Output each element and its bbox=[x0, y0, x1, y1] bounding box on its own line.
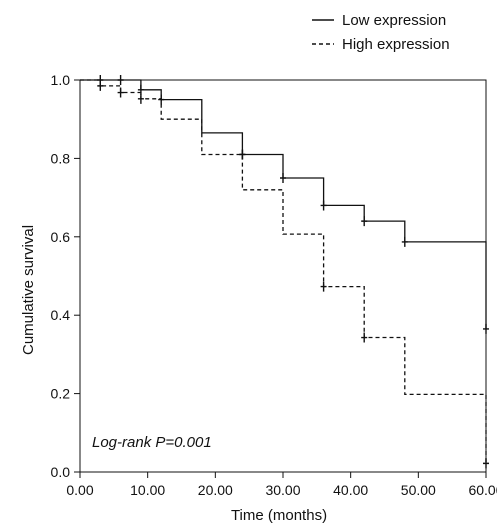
censor-mark bbox=[280, 173, 286, 183]
x-tick-label: 10.00 bbox=[130, 482, 165, 498]
censor-mark bbox=[401, 236, 408, 247]
series-line-low bbox=[80, 79, 487, 329]
legend-label-low: Low expression bbox=[342, 12, 446, 29]
y-axis-label: Cumulative survival bbox=[20, 225, 37, 355]
y-tick-label: 0.4 bbox=[51, 307, 71, 323]
censor-mark bbox=[117, 75, 124, 85]
censor-mark bbox=[320, 200, 327, 211]
plot-border bbox=[79, 79, 487, 473]
log-rank-annotation: Log-rank P=0.001 bbox=[92, 434, 212, 451]
y-tick-label: 0.2 bbox=[51, 386, 71, 402]
x-tick-label: 20.00 bbox=[198, 482, 233, 498]
legend: Low expression High expression bbox=[312, 12, 450, 53]
censor-mark bbox=[137, 84, 144, 95]
x-tick-label: 60.00 bbox=[468, 482, 497, 498]
series-low bbox=[80, 75, 489, 334]
y-tick-label: 0.0 bbox=[51, 464, 71, 480]
y-axis: 0.0 0.2 0.4 0.6 0.8 1.0 bbox=[51, 72, 80, 480]
series-line-high bbox=[80, 79, 487, 464]
censor-mark bbox=[117, 87, 124, 98]
censor-mark bbox=[320, 281, 327, 292]
x-tick-label: 0.00 bbox=[66, 482, 93, 498]
x-axis-label: Time (months) bbox=[231, 507, 327, 524]
y-tick-label: 0.8 bbox=[51, 150, 71, 166]
censor-mark bbox=[137, 93, 144, 104]
censor-mark bbox=[239, 149, 246, 160]
censor-mark bbox=[483, 458, 489, 469]
censor-mark bbox=[97, 80, 104, 91]
legend-label-high: High expression bbox=[342, 36, 450, 53]
x-axis: 0.00 10.00 20.00 30.00 40.00 50.00 60.00 bbox=[66, 472, 497, 498]
series-high bbox=[80, 79, 489, 469]
x-tick-label: 50.00 bbox=[401, 482, 436, 498]
x-tick-label: 30.00 bbox=[265, 482, 300, 498]
y-tick-label: 1.0 bbox=[51, 72, 71, 88]
plot-frame bbox=[79, 79, 487, 473]
series-layer bbox=[80, 75, 489, 469]
censor-mark bbox=[361, 216, 368, 227]
x-tick-label: 40.00 bbox=[333, 482, 368, 498]
censor-mark bbox=[361, 332, 368, 343]
y-tick-label: 0.6 bbox=[51, 229, 71, 245]
censor-mark bbox=[483, 323, 489, 334]
